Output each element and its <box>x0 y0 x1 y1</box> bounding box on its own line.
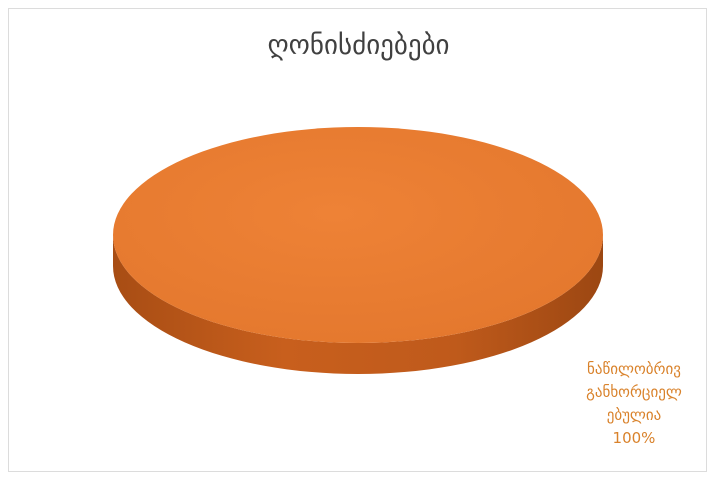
slice-label-line-2: განხორციელ <box>586 383 682 401</box>
slice-data-label: ნაწილობრივ განხორციელ ებულია 100% <box>572 358 696 450</box>
pie-slice-side-0 <box>113 235 603 374</box>
pie-slice-0 <box>113 127 603 343</box>
slice-value-label: 100% <box>612 429 656 447</box>
chart-title: ღონისძიებები <box>267 30 450 61</box>
slice-label-line-3: ებულია <box>606 406 662 424</box>
slice-label-line-1: ნაწილობრივ <box>587 360 681 378</box>
